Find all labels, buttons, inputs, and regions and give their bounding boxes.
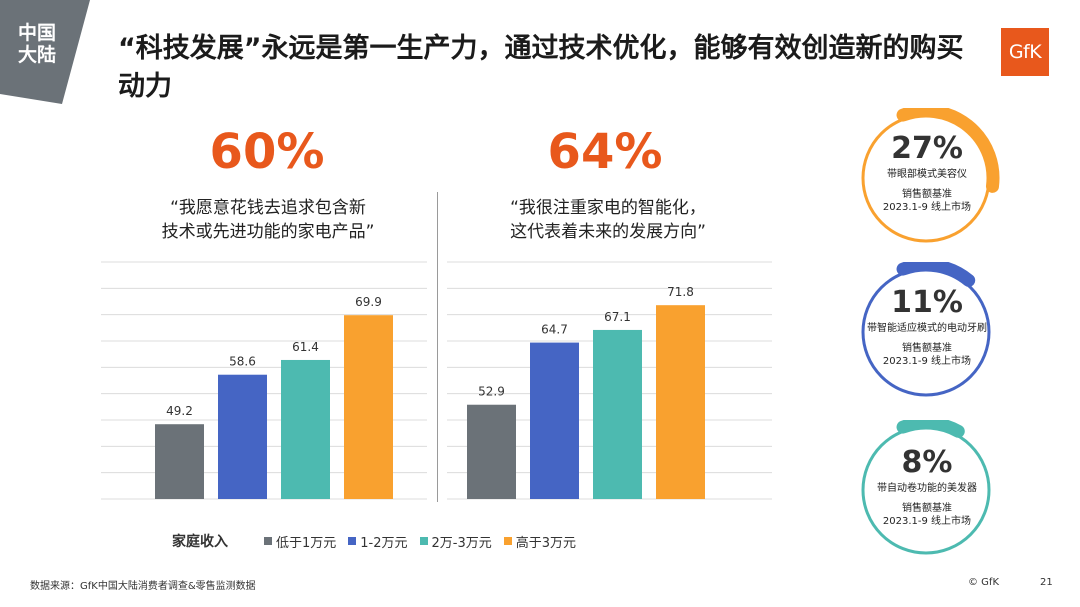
ring-desc: 带智能适应模式的电动牙刷 — [867, 323, 987, 334]
ring-percent: 11% — [891, 285, 963, 320]
legend-swatch — [419, 537, 428, 545]
legend-item-0: 低于1万元 — [264, 532, 336, 551]
ring-chart-beauty-device — [861, 108, 1000, 243]
ring-base-2: 2023.1-9 线上市场 — [882, 202, 972, 213]
legend-title: 家庭收入 — [172, 534, 228, 550]
right-big-percent: 64% — [547, 124, 663, 180]
legend-label: 1-2万元 — [360, 535, 408, 551]
bar-right-0 — [467, 404, 516, 499]
bar-left-1 — [218, 374, 267, 499]
bar-right-1 — [530, 342, 579, 499]
left-quote-line1: “我愿意花钱去追求包含新 — [170, 198, 366, 218]
legend-item-3: 高于3万元 — [503, 532, 577, 551]
left-quote-line2: 技术或先进功能的家电产品” — [161, 222, 375, 242]
footer-copyright: © GfK — [968, 577, 1000, 588]
legend-swatch — [348, 537, 357, 545]
right-quote-line2: 这代表着未来的发展方向” — [510, 222, 706, 242]
legend-label: 低于1万元 — [276, 535, 337, 551]
ring-arc — [896, 420, 965, 438]
ring-text-0: 27% 带眼部模式美容仪 销售额基准 2023.1-9 线上市场 — [862, 132, 992, 214]
legend-item-2: 2万-3万元 — [419, 532, 492, 551]
ring-arc — [896, 108, 1000, 193]
data-label: 69.9 — [355, 295, 382, 309]
panel-divider — [437, 192, 438, 502]
data-label: 71.8 — [667, 285, 694, 299]
legend-label: 高于3万元 — [515, 535, 577, 551]
bar-left-3 — [344, 315, 393, 499]
ring-desc: 带眼部模式美容仪 — [887, 169, 967, 180]
data-label: 58.6 — [229, 355, 256, 369]
right-quote-line1: “我很注重家电的智能化， — [510, 198, 706, 218]
ring-percent: 8% — [901, 445, 953, 480]
ring-base-2: 2023.1-9 线上市场 — [882, 356, 972, 367]
legend-item-1: 1-2万元 — [348, 532, 408, 551]
bar-right-2 — [593, 329, 642, 499]
data-label: 52.9 — [478, 385, 505, 399]
left-quote: “我愿意花钱去追求包含新 技术或先进功能的家电产品” — [118, 196, 418, 244]
bar-left-2 — [281, 359, 330, 499]
ring-percent: 27% — [891, 131, 963, 166]
region-tag: 中国大陆 — [17, 22, 56, 66]
legend-swatch — [503, 537, 512, 545]
page-title: “科技发展”永远是第一生产力，通过技术优化，能够有效创造新的购买动力 — [118, 33, 964, 102]
ring-chart-toothbrush — [861, 262, 991, 397]
legend: 家庭收入 低于1万元 1-2万元 2万-3万元 高于3万元 — [172, 531, 588, 551]
ring-chart-hair-styler — [861, 420, 991, 555]
right-quote: “我很注重家电的智能化， 这代表着未来的发展方向” — [458, 196, 758, 244]
ring-desc: 带自动卷功能的美发器 — [877, 483, 977, 494]
legend-label: 2万-3万元 — [431, 535, 492, 551]
left-big-percent: 60% — [209, 124, 325, 180]
ring-base-1: 销售额基准 — [902, 503, 952, 514]
data-label: 49.2 — [166, 404, 193, 418]
ring-text-2: 8% 带自动卷功能的美发器 销售额基准 2023.1-9 线上市场 — [862, 446, 992, 528]
ring-base-2: 2023.1-9 线上市场 — [882, 516, 972, 527]
footer-source: 数据来源：GfK中国大陆消费者调查&零售监测数据 — [30, 581, 256, 592]
data-label: 67.1 — [604, 310, 631, 324]
ring-base-1: 销售额基准 — [902, 189, 952, 200]
gfk-logo: GfK — [1001, 28, 1049, 76]
bar-left-0 — [155, 424, 204, 499]
ring-arc — [896, 262, 976, 287]
corner-tab — [0, 0, 90, 104]
data-label: 64.7 — [541, 323, 568, 337]
page-number: 21 — [1040, 577, 1053, 588]
ring-base-1: 销售额基准 — [902, 343, 952, 354]
data-label: 61.4 — [292, 340, 319, 354]
ring-text-1: 11% 带智能适应模式的电动牙刷 销售额基准 2023.1-9 线上市场 — [862, 286, 992, 368]
bar-right-3 — [656, 305, 705, 499]
legend-swatch — [264, 537, 272, 545]
